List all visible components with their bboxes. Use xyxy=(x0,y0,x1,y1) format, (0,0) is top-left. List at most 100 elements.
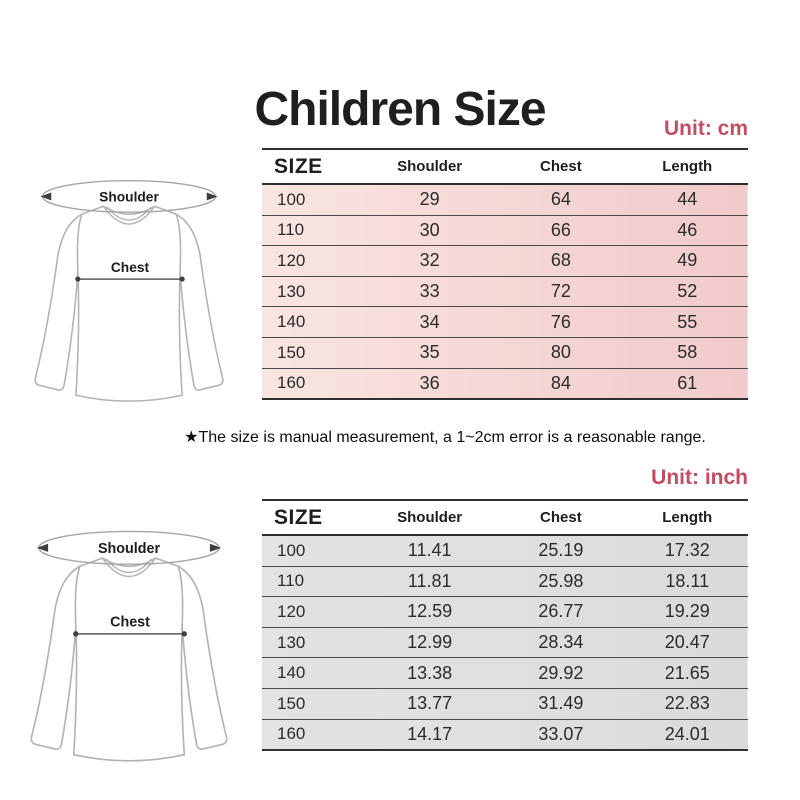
cm-header-size: SIZE xyxy=(262,148,365,185)
table-cell: 110 xyxy=(262,566,365,598)
table-cell: 120 xyxy=(262,245,365,277)
table-cell: 52 xyxy=(626,276,748,308)
table-cell: 120 xyxy=(262,596,365,628)
table-cell: 21.65 xyxy=(626,657,748,689)
shoulder-arrow-left-icon xyxy=(40,192,52,201)
table-row: 150 35 80 58 xyxy=(262,337,748,369)
table-cell: 68 xyxy=(495,245,627,277)
table-cell: 13.77 xyxy=(364,688,496,720)
table-cell: 66 xyxy=(495,215,627,247)
table-cell: 49 xyxy=(626,245,748,277)
page-title: Children Size xyxy=(254,83,546,137)
table-cell: 32 xyxy=(364,245,496,277)
table-cell: 11.41 xyxy=(364,535,496,567)
table-cell: 150 xyxy=(262,337,365,369)
table-cell: 29 xyxy=(364,184,496,216)
cm-header-length: Length xyxy=(626,148,748,185)
table-cell: 36 xyxy=(364,368,496,401)
table-cell: 25.98 xyxy=(495,566,627,598)
table-cell: 26.77 xyxy=(495,596,627,628)
table-cell: 28.34 xyxy=(495,627,627,659)
shirt-collar-inner xyxy=(105,558,153,574)
table-cell: 13.38 xyxy=(364,657,496,689)
shirt-measurement-diagram-inch: Shoulder Chest xyxy=(14,513,244,769)
shirt-measurement-diagram-cm: Shoulder Chest xyxy=(16,163,242,409)
chest-dot-right xyxy=(181,631,187,637)
unit-cm-label: Unit: cm xyxy=(664,117,748,140)
table-cell: 80 xyxy=(495,337,627,369)
chest-label: Chest xyxy=(110,615,150,631)
table-cell: 20.47 xyxy=(626,627,748,659)
table-cell: 22.83 xyxy=(626,688,748,720)
chest-dot-left xyxy=(73,631,79,637)
table-cell: 33 xyxy=(364,276,496,308)
chest-label: Chest xyxy=(111,260,150,275)
table-cell: 100 xyxy=(262,535,365,567)
cm-header-row: SIZE Shoulder Chest Length xyxy=(262,148,748,185)
table-row: 140 13.38 29.92 21.65 xyxy=(262,657,748,689)
table-row: 120 32 68 49 xyxy=(262,245,748,277)
shirt-right-sleeve xyxy=(177,565,228,751)
table-cell: 64 xyxy=(495,184,627,216)
table-row: 140 34 76 55 xyxy=(262,306,748,338)
table-cell: 11.81 xyxy=(364,566,496,598)
table-cell: 29.92 xyxy=(495,657,627,689)
table-row: 100 29 64 44 xyxy=(262,184,748,216)
shirt-right-sleeve xyxy=(175,213,224,391)
table-cell: 72 xyxy=(495,276,627,308)
table-cell: 140 xyxy=(262,657,365,689)
table-row: 130 33 72 52 xyxy=(262,276,748,308)
cm-header-shoulder: Shoulder xyxy=(364,148,496,185)
inch-size-table: SIZE Shoulder Chest Length 100 11.41 25.… xyxy=(262,499,748,752)
shoulder-arrow-right-icon xyxy=(206,192,218,201)
table-cell: 19.29 xyxy=(626,596,748,628)
shirt-left-sleeve xyxy=(30,565,81,751)
shoulder-arrow-left-icon xyxy=(36,543,49,552)
table-cell: 17.32 xyxy=(626,535,748,567)
chest-dot-right xyxy=(179,276,185,282)
table-cell: 25.19 xyxy=(495,535,627,567)
shirt-diagram-icon: Shoulder Chest xyxy=(30,530,228,762)
inch-header-chest: Chest xyxy=(495,499,627,536)
shirt-body xyxy=(75,205,183,402)
shirt-body xyxy=(72,557,186,762)
table-row: 100 11.41 25.19 17.32 xyxy=(262,535,748,567)
shoulder-label: Shoulder xyxy=(99,189,159,204)
table-cell: 33.07 xyxy=(495,719,627,752)
table-cell: 100 xyxy=(262,184,365,216)
table-cell: 140 xyxy=(262,306,365,338)
shirt-left-sleeve xyxy=(34,213,83,391)
table-cell: 150 xyxy=(262,688,365,720)
measurement-note: ★The size is manual measurement, a 1~2cm… xyxy=(184,429,706,446)
shirt-collar-inner xyxy=(106,206,152,221)
chest-dot-left xyxy=(75,276,81,282)
inch-header-length: Length xyxy=(626,499,748,536)
inch-header-row: SIZE Shoulder Chest Length xyxy=(262,499,748,536)
table-row: 120 12.59 26.77 19.29 xyxy=(262,596,748,628)
table-cell: 130 xyxy=(262,627,365,659)
table-cell: 44 xyxy=(626,184,748,216)
table-cell: 18.11 xyxy=(626,566,748,598)
table-cell: 12.99 xyxy=(364,627,496,659)
table-cell: 30 xyxy=(364,215,496,247)
table-cell: 160 xyxy=(262,719,365,752)
cm-header-chest: Chest xyxy=(495,148,627,185)
table-cell: 84 xyxy=(495,368,627,401)
inch-header-shoulder: Shoulder xyxy=(364,499,496,536)
table-row: 110 30 66 46 xyxy=(262,215,748,247)
table-row: 160 14.17 33.07 24.01 xyxy=(262,719,748,752)
table-cell: 14.17 xyxy=(364,719,496,752)
table-row: 110 11.81 25.98 18.11 xyxy=(262,566,748,598)
table-cell: 46 xyxy=(626,215,748,247)
table-cell: 35 xyxy=(364,337,496,369)
table-cell: 24.01 xyxy=(626,719,748,752)
shoulder-arrow-right-icon xyxy=(209,543,222,552)
unit-inch-label: Unit: inch xyxy=(651,466,748,489)
table-cell: 110 xyxy=(262,215,365,247)
table-cell: 58 xyxy=(626,337,748,369)
table-cell: 34 xyxy=(364,306,496,338)
table-cell: 76 xyxy=(495,306,627,338)
table-row: 160 36 84 61 xyxy=(262,368,748,401)
table-row: 150 13.77 31.49 22.83 xyxy=(262,688,748,720)
table-cell: 130 xyxy=(262,276,365,308)
